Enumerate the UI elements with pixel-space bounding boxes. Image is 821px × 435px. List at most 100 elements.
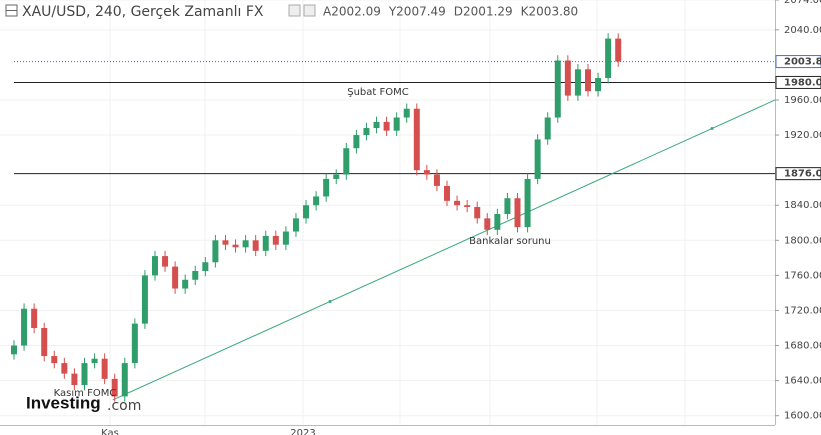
candle-body: [222, 240, 229, 245]
candle-body: [433, 174, 440, 186]
level-label: 1980.00: [784, 77, 821, 88]
candle-body: [81, 363, 88, 386]
candle-body: [131, 323, 138, 364]
close-icon[interactable]: [303, 4, 316, 17]
level-label-box: [775, 75, 821, 89]
candle-body: [454, 200, 461, 206]
y-tick-label: 1600.00: [784, 411, 821, 422]
candle-body: [262, 235, 269, 251]
candle-body: [554, 60, 561, 118]
candle-body: [41, 328, 48, 357]
candle-body: [474, 206, 481, 219]
level-label-box: [775, 167, 821, 181]
candle-body: [544, 117, 551, 140]
candle-body: [444, 185, 451, 201]
candle-body: [202, 262, 209, 271]
candle-body: [61, 363, 68, 374]
chart-title: XAU/USD, 240, Gerçek Zamanlı FX: [22, 4, 264, 20]
ohlc-value: D2001.29: [454, 5, 513, 19]
candle-body: [584, 69, 591, 92]
annotation: Kasım FOMC: [54, 388, 117, 399]
y-tick-label: 2040.00: [784, 25, 821, 36]
candle-body: [333, 174, 340, 179]
candle-body: [21, 308, 28, 346]
price-axis: 1600.00 1640.00 1680.00 1720.00 1760.00 1800.…: [775, 0, 821, 422]
y-tick-label: 1680.00: [784, 341, 821, 352]
logo: Investing: [26, 393, 101, 412]
annotation: Şubat FOMC: [347, 87, 409, 98]
x-tick-label: 2023: [290, 428, 315, 435]
ohlc-value: A2002.09: [323, 5, 381, 19]
candle-body: [413, 108, 420, 171]
ohlc-value: Y2007.49: [388, 5, 446, 19]
y-tick-label: 1720.00: [784, 305, 821, 316]
candle-body: [111, 378, 118, 397]
last-price-box: [775, 55, 821, 69]
candle-body: [403, 108, 410, 118]
candle-body: [464, 205, 471, 207]
annotation: Bankalar sorunu: [469, 236, 551, 247]
candle-body: [71, 373, 78, 386]
candle-body: [242, 240, 249, 248]
candle-body: [605, 38, 612, 79]
candle-body: [11, 345, 17, 355]
candle-body: [323, 178, 330, 197]
candle-body: [101, 358, 108, 379]
candle-body: [343, 148, 350, 175]
candle-body: [574, 69, 581, 96]
plot-area: Şubat FOMC Bankalar sorunu Kasım FOMC: [11, 33, 776, 402]
y-tick-label: 2074.00: [784, 0, 821, 6]
candle-body: [51, 356, 58, 364]
candle-body: [313, 196, 320, 206]
candle-body: [504, 198, 511, 214]
candle-body: [383, 121, 390, 131]
y-tick-label: 1760.00: [784, 270, 821, 281]
candle-body: [524, 178, 531, 228]
trendline-handle: [328, 300, 332, 304]
x-tick-label: Kas: [101, 428, 119, 435]
settings-icon[interactable]: [288, 4, 301, 17]
trendline: [112, 99, 776, 401]
candle-body: [121, 363, 128, 397]
candle-body: [272, 235, 279, 245]
candle-body: [373, 121, 380, 129]
candle-body: [363, 128, 370, 136]
candle-body: [303, 205, 310, 219]
candle-body: [494, 213, 501, 230]
y-tick-label: 1800.00: [784, 235, 821, 246]
candle-body: [232, 244, 239, 248]
last-price-label: 2003.80: [784, 57, 821, 68]
candle-body: [162, 256, 169, 267]
candle-body: [564, 60, 571, 96]
candle-body: [615, 38, 622, 62]
logo-suffix: .com: [107, 398, 141, 414]
candle-body: [484, 218, 491, 230]
y-tick-label: 1960.00: [784, 95, 821, 106]
candle-body: [212, 240, 219, 263]
y-tick-label: 1920.00: [784, 130, 821, 141]
y-tick-label: 1840.00: [784, 200, 821, 211]
candle-body: [292, 218, 299, 232]
candle-body: [423, 170, 430, 175]
candle-body: [91, 358, 98, 364]
candle-body: [595, 78, 602, 92]
candle-body: [353, 135, 360, 149]
candle-body: [151, 256, 158, 276]
candle-body: [252, 240, 259, 251]
candle-body: [182, 279, 189, 289]
candle-body: [534, 139, 541, 179]
ohlc-value: K2003.80: [521, 5, 579, 19]
grid: [0, 0, 775, 425]
candle-body: [31, 308, 38, 329]
trendline-handle: [710, 127, 714, 131]
candle-body: [192, 270, 199, 280]
y-tick-label: 1640.00: [784, 376, 821, 387]
ohlc-readout: A2002.09 Y2007.49 D2001.29 K2003.80: [323, 5, 578, 19]
candle-body: [172, 266, 179, 289]
candle-body: [282, 231, 289, 245]
level-label: 1876.00: [784, 169, 821, 180]
candle-body: [141, 275, 148, 324]
candle-body: [393, 117, 400, 131]
candle-body: [514, 198, 521, 228]
